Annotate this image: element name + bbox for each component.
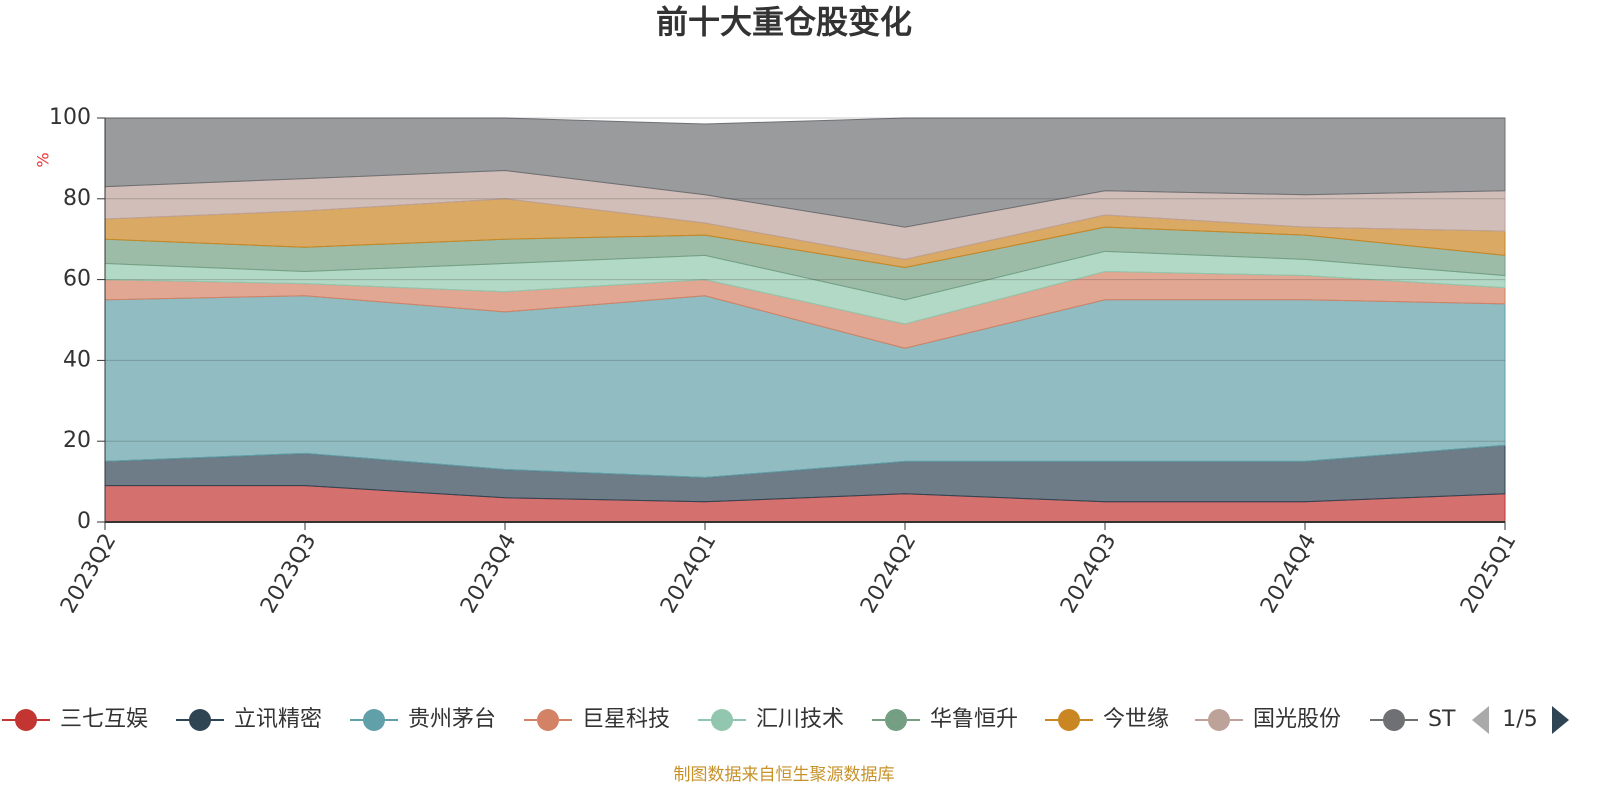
- legend-label: 国光股份: [1253, 707, 1341, 732]
- legend-marker: [711, 709, 733, 731]
- y-tick-label: 40: [63, 347, 91, 372]
- x-tick-label: 2024Q3: [1056, 530, 1121, 618]
- legend-label: ST: [1428, 707, 1456, 732]
- area: [104, 295, 1506, 479]
- legend-marker: [1383, 709, 1405, 731]
- x-tick-label: 2025Q1: [1456, 530, 1521, 618]
- legend-label: 汇川技术: [756, 707, 844, 732]
- legend-label: 今世缘: [1103, 707, 1169, 732]
- x-tick-label: 2024Q4: [1256, 530, 1321, 618]
- x-tick-label: 2023Q3: [256, 530, 321, 618]
- legend-label: 三七互娱: [60, 707, 148, 732]
- legend-marker: [885, 709, 907, 731]
- legend-label: 华鲁恒升: [930, 707, 1018, 732]
- y-tick-label: 60: [63, 267, 91, 292]
- y-axis-label: %: [34, 152, 53, 167]
- legend-prev[interactable]: [1472, 706, 1489, 734]
- legend-marker: [537, 709, 559, 731]
- area: [104, 117, 1506, 228]
- legend-marker: [1058, 709, 1080, 731]
- legend: 三七互娱 立讯精密 贵州茅台 巨星科技 汇川技术 华鲁恒升 今世缘 国光股份 ST: [2, 707, 1456, 732]
- legend-marker: [1208, 709, 1230, 731]
- legend-label: 巨星科技: [582, 707, 670, 732]
- legend-label: 贵州茅台: [408, 707, 496, 732]
- plot: [104, 117, 1506, 523]
- chart-title: 前十大重仓股变化: [656, 3, 912, 41]
- legend-next[interactable]: [1552, 706, 1569, 734]
- source-note: 制图数据来自恒生聚源数据库: [674, 765, 895, 785]
- y-tick-label: 80: [63, 186, 91, 211]
- x-tick-label: 2023Q4: [456, 530, 521, 618]
- x-tick-label: 2024Q2: [856, 530, 921, 618]
- x-tick-label: 2024Q1: [656, 530, 721, 618]
- legend-marker: [15, 709, 37, 731]
- x-tick-label: 2023Q2: [56, 530, 121, 618]
- legend-page: 1/5: [1502, 707, 1537, 732]
- legend-marker: [363, 709, 385, 731]
- y-tick-label: 100: [49, 105, 91, 130]
- y-tick-label: 20: [63, 428, 91, 453]
- legend-label: 立讯精密: [234, 707, 322, 732]
- y-tick-label: 0: [77, 509, 91, 534]
- legend-marker: [189, 709, 211, 731]
